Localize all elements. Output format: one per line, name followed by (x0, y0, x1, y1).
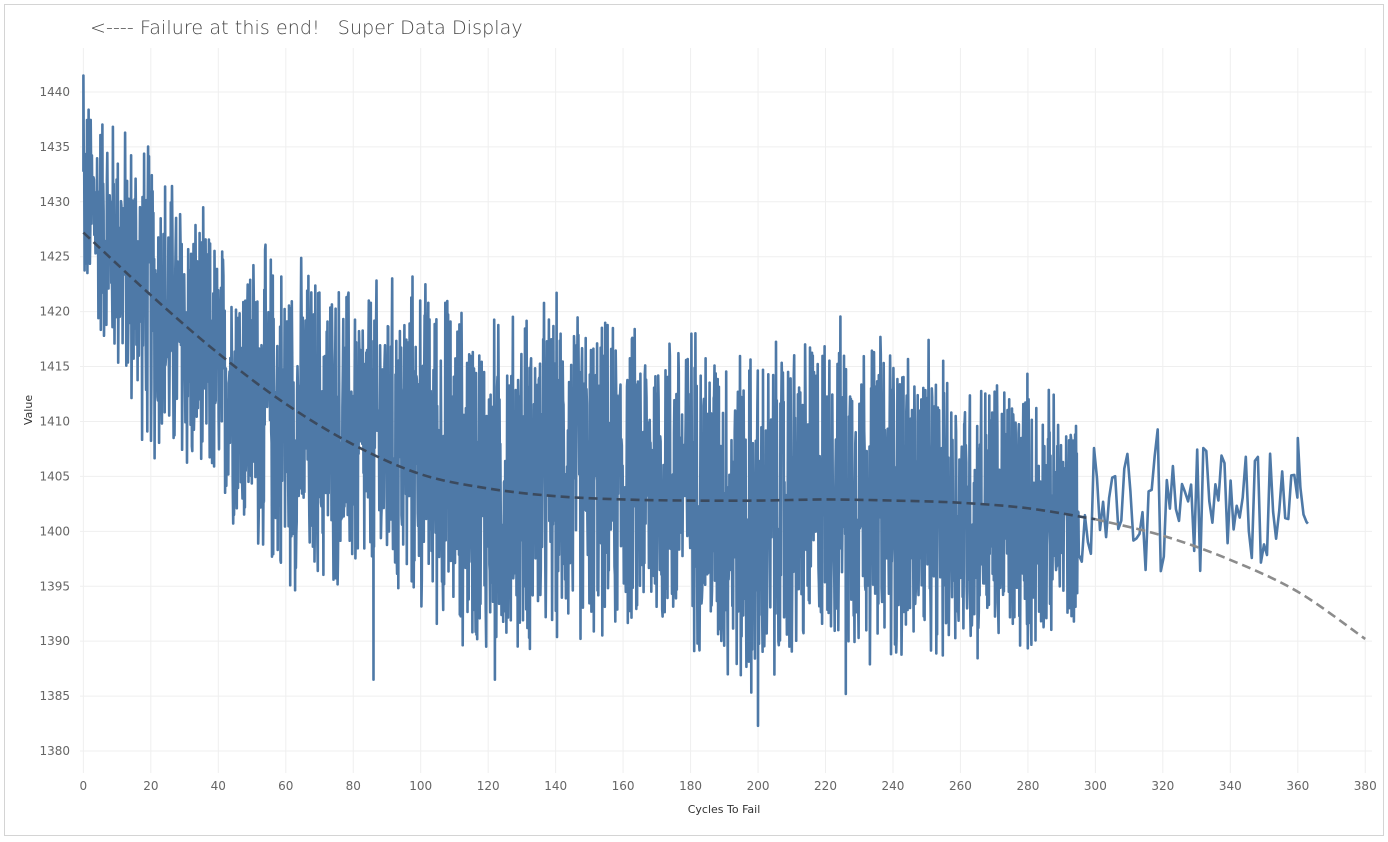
x-tick-label: 0 (80, 779, 88, 793)
title-annotation: <---- Failure at this end! (90, 17, 320, 39)
x-tick-label: 100 (409, 779, 432, 793)
x-tick-label: 220 (814, 779, 837, 793)
y-tick-label: 1430 (39, 195, 70, 209)
x-tick-label: 380 (1354, 779, 1377, 793)
x-tick-label: 340 (1219, 779, 1242, 793)
x-tick-label: 180 (679, 779, 702, 793)
x-tick-label: 320 (1151, 779, 1174, 793)
y-tick-label: 1390 (39, 634, 70, 648)
y-tick-label: 1440 (39, 85, 70, 99)
x-axis-ticks: 0 20 40 60 80 100 120 140 160 180 200 220 240 260 280 3… (80, 779, 1377, 793)
x-axis-title: Cycles To Fail (688, 803, 761, 816)
y-tick-label: 1395 (39, 579, 70, 593)
y-axis-title: Value (22, 395, 35, 425)
data-series-line (82, 74, 1309, 728)
x-tick-label: 200 (747, 779, 770, 793)
y-tick-label: 1415 (39, 360, 70, 374)
x-tick-label: 240 (882, 779, 905, 793)
chart-title: <---- Failure at this end! Super Data Dis… (90, 17, 523, 39)
x-tick-label: 140 (544, 779, 567, 793)
y-tick-label: 1410 (39, 414, 70, 428)
x-tick-label: 260 (949, 779, 972, 793)
y-axis-ticks: 1380 1385 1390 1395 1400 1405 1410 1415 1420 1425… (39, 85, 70, 758)
x-tick-label: 280 (1016, 779, 1039, 793)
x-tick-label: 300 (1084, 779, 1107, 793)
y-tick-label: 1405 (39, 469, 70, 483)
x-tick-label: 360 (1286, 779, 1309, 793)
x-tick-label: 120 (477, 779, 500, 793)
x-tick-label: 40 (211, 779, 226, 793)
trend-forecast-line (1095, 517, 1366, 641)
y-tick-label: 1385 (39, 689, 70, 703)
y-tick-label: 1425 (39, 250, 70, 264)
trend-line (82, 231, 1096, 521)
y-tick-label: 1420 (39, 305, 70, 319)
title-text: Super Data Display (337, 17, 523, 39)
y-tick-label: 1435 (39, 140, 70, 154)
series-layer (82, 74, 1366, 728)
x-tick-label: 20 (143, 779, 158, 793)
y-tick-label: 1400 (39, 524, 70, 538)
x-tick-label: 160 (612, 779, 635, 793)
x-tick-label: 80 (346, 779, 361, 793)
x-tick-label: 60 (278, 779, 293, 793)
y-tick-label: 1380 (39, 744, 70, 758)
